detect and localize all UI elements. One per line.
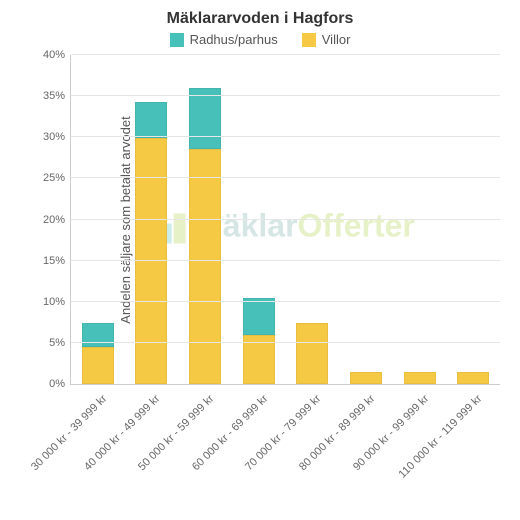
bar-stack bbox=[350, 372, 382, 384]
bar-stack bbox=[296, 323, 328, 384]
gridline bbox=[71, 54, 500, 55]
plot-area: MäklarOfferter 30 000 kr - 39 999 kr40 0… bbox=[70, 55, 500, 385]
bar-slot: 110 000 kr - 119 999 kr bbox=[446, 55, 500, 384]
y-tick-label: 10% bbox=[43, 296, 71, 308]
bar-segment bbox=[82, 323, 114, 347]
bar-segment bbox=[243, 298, 275, 334]
bar-segment bbox=[457, 372, 489, 384]
bar-slot: 40 000 kr - 49 999 kr bbox=[125, 55, 179, 384]
bar-slot: 80 000 kr - 89 999 kr bbox=[339, 55, 393, 384]
legend-item: Villor bbox=[302, 32, 351, 47]
bar-segment bbox=[189, 149, 221, 384]
y-tick-label: 0% bbox=[49, 378, 71, 390]
y-tick-label: 25% bbox=[43, 172, 71, 184]
bar-segment bbox=[189, 88, 221, 149]
gridline bbox=[71, 260, 500, 261]
y-tick-label: 35% bbox=[43, 90, 71, 102]
legend-label: Radhus/parhus bbox=[190, 32, 278, 47]
bar-slot: 50 000 kr - 59 999 kr bbox=[178, 55, 232, 384]
bar-segment bbox=[135, 138, 167, 384]
bar-slot: 60 000 kr - 69 999 kr bbox=[232, 55, 286, 384]
gridline bbox=[71, 177, 500, 178]
gridline bbox=[71, 301, 500, 302]
gridline bbox=[71, 342, 500, 343]
plot-wrapper: Andelen säljare som betalat arvodet Mäkl… bbox=[70, 55, 500, 385]
y-tick-label: 40% bbox=[43, 49, 71, 61]
gridline bbox=[71, 219, 500, 220]
bar-segment bbox=[404, 372, 436, 384]
y-tick-label: 30% bbox=[43, 131, 71, 143]
legend-item: Radhus/parhus bbox=[170, 32, 278, 47]
y-tick-label: 15% bbox=[43, 255, 71, 267]
bar-slot: 70 000 kr - 79 999 kr bbox=[286, 55, 340, 384]
legend-swatch bbox=[170, 33, 184, 47]
legend-label: Villor bbox=[322, 32, 351, 47]
bar-stack bbox=[189, 88, 221, 384]
bar-segment bbox=[82, 347, 114, 384]
bar-segment bbox=[350, 372, 382, 384]
legend-swatch bbox=[302, 33, 316, 47]
y-tick-label: 5% bbox=[49, 337, 71, 349]
chart-container: Mäklararvoden i Hagfors Radhus/parhus Vil… bbox=[0, 0, 520, 520]
bar-segment bbox=[296, 323, 328, 384]
bar-stack bbox=[82, 323, 114, 384]
bar-slot: 90 000 kr - 99 999 kr bbox=[393, 55, 447, 384]
chart-title: Mäklararvoden i Hagfors bbox=[10, 10, 510, 28]
bar-stack bbox=[404, 372, 436, 384]
gridline bbox=[71, 136, 500, 137]
bars-area: 30 000 kr - 39 999 kr40 000 kr - 49 999 … bbox=[71, 55, 500, 384]
gridline bbox=[71, 95, 500, 96]
y-tick-label: 20% bbox=[43, 214, 71, 226]
bar-slot: 30 000 kr - 39 999 kr bbox=[71, 55, 125, 384]
bar-stack bbox=[457, 372, 489, 384]
legend: Radhus/parhus Villor bbox=[10, 32, 510, 47]
bar-segment bbox=[135, 102, 167, 138]
